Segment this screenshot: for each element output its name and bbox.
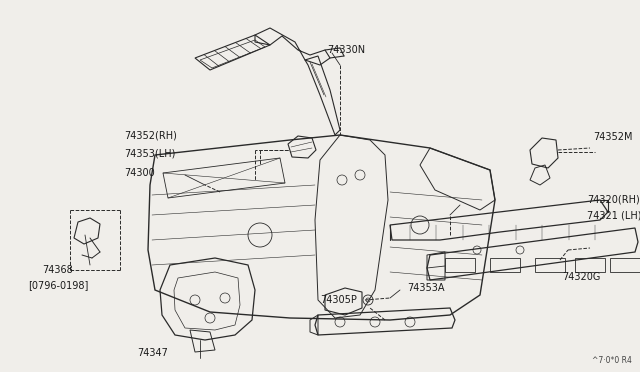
Text: 74352(RH): 74352(RH)	[124, 130, 177, 140]
Bar	[575, 258, 605, 272]
Text: 74368: 74368	[42, 265, 73, 275]
Text: 74320(RH): 74320(RH)	[587, 195, 640, 205]
Text: 74321 (LH): 74321 (LH)	[587, 211, 640, 221]
Text: 74305P: 74305P	[320, 295, 357, 305]
Text: 74353(LH): 74353(LH)	[124, 148, 175, 158]
Bar	[610, 258, 640, 272]
Text: 74353A: 74353A	[407, 283, 445, 293]
Text: [0796-0198]: [0796-0198]	[28, 280, 88, 290]
Text: 74330N: 74330N	[327, 45, 365, 55]
Bar	[535, 258, 565, 272]
Text: 74320G: 74320G	[562, 272, 600, 282]
Text: 74352M: 74352M	[593, 132, 632, 142]
Text: 74300: 74300	[124, 168, 155, 178]
Text: 74347: 74347	[137, 348, 168, 358]
Bar	[445, 258, 475, 272]
Bar	[490, 258, 520, 272]
Text: ^7·0*0 R4: ^7·0*0 R4	[592, 356, 632, 365]
